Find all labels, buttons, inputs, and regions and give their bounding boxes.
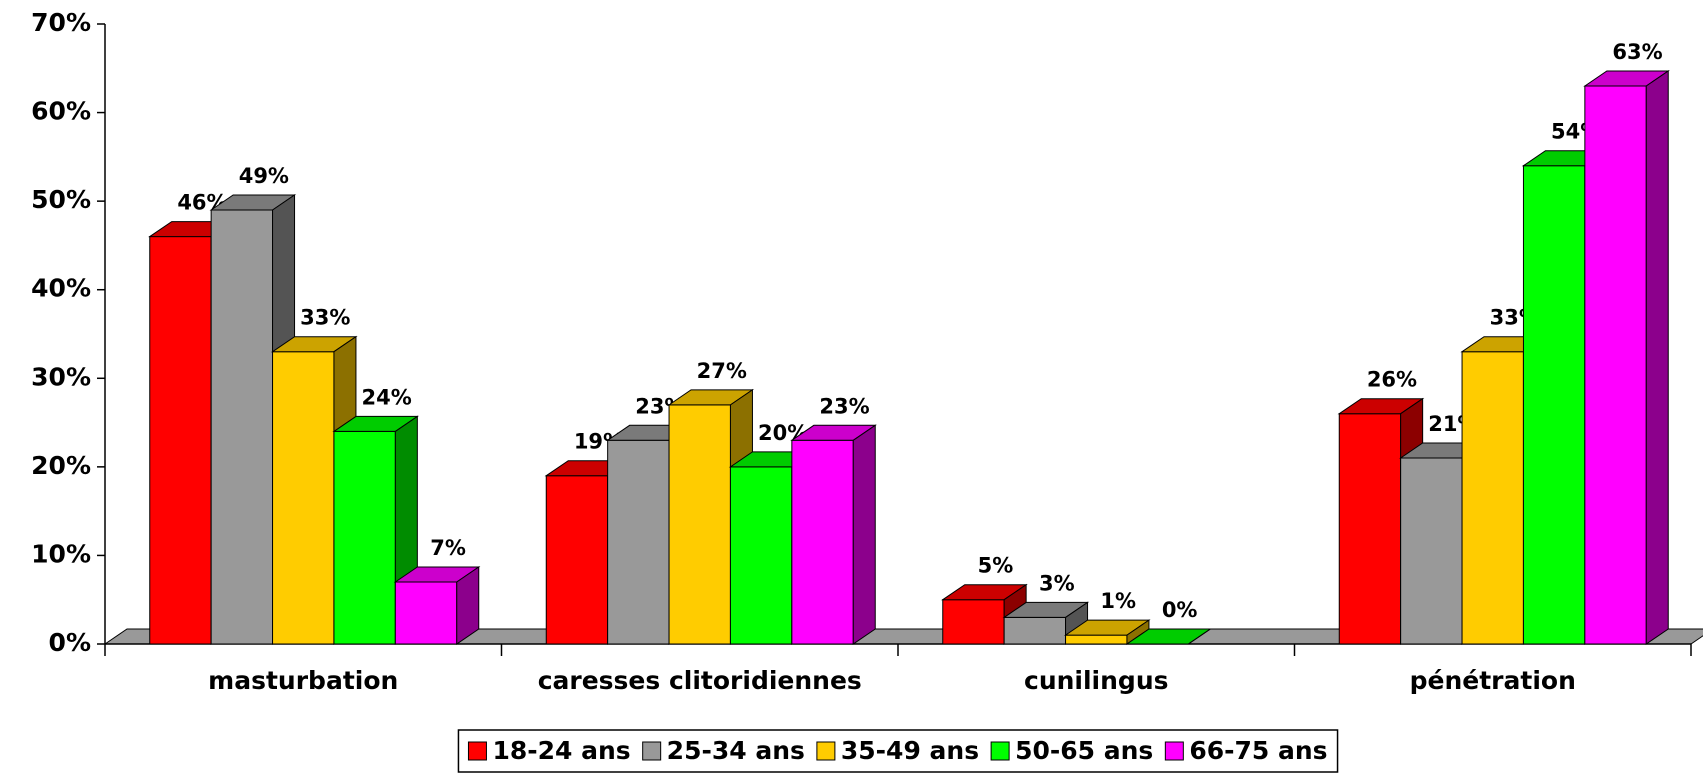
bar-top-shade xyxy=(1004,602,1088,618)
value-label: 5% xyxy=(978,554,1014,578)
bar-top-shade xyxy=(1126,629,1211,644)
y-tick-label: 20% xyxy=(31,451,91,480)
bar xyxy=(149,236,212,645)
bar-top-shade xyxy=(272,336,356,352)
bar-side xyxy=(1188,628,1211,645)
bar xyxy=(942,599,1005,645)
bar-side xyxy=(852,424,876,645)
legend-swatch xyxy=(1164,741,1184,761)
bar-group xyxy=(790,424,877,645)
bar xyxy=(1522,165,1586,645)
bar-side xyxy=(1645,70,1669,645)
bar-top-shade xyxy=(1584,71,1669,86)
x-tick-label: cunilingus xyxy=(1024,666,1169,695)
legend-swatch xyxy=(990,741,1010,761)
bar xyxy=(1584,85,1647,645)
bar-top-shade xyxy=(395,567,479,582)
value-label: 7% xyxy=(430,536,466,560)
bar-top-shade xyxy=(1065,620,1149,636)
legend-label: 25-34 ans xyxy=(667,736,805,765)
bar-group xyxy=(1002,601,1090,645)
bar-side-shade xyxy=(1126,620,1149,644)
bar-side-shade xyxy=(1646,71,1669,644)
value-label: 3% xyxy=(1039,571,1075,595)
bar-top-shade xyxy=(1339,398,1423,414)
x-tick-label: pénétration xyxy=(1410,666,1576,695)
value-label: 0% xyxy=(1162,598,1198,622)
bar xyxy=(545,475,609,645)
value-label: 1% xyxy=(1100,589,1136,613)
x-tick-label: caresses clitoridiennes xyxy=(538,666,862,695)
y-tick-label: 50% xyxy=(31,185,91,214)
bar xyxy=(729,466,793,645)
y-tick-label: 70% xyxy=(31,8,91,37)
x-tick-label: masturbation xyxy=(208,666,398,695)
legend-label: 35-49 ans xyxy=(841,736,979,765)
value-label: 33% xyxy=(300,306,350,330)
bar xyxy=(272,351,335,645)
legend-label: 18-24 ans xyxy=(492,736,630,765)
y-tick-label: 0% xyxy=(49,628,91,657)
bar-side xyxy=(456,566,480,645)
bar xyxy=(210,209,274,645)
bar xyxy=(1338,413,1402,645)
bar-side-shade xyxy=(853,425,876,644)
bar-top-shade xyxy=(791,425,876,441)
value-label: 26% xyxy=(1367,368,1417,392)
y-tick-label: 60% xyxy=(31,97,91,126)
value-label: 23% xyxy=(819,394,869,418)
bar xyxy=(1400,457,1463,645)
legend-label: 66-75 ans xyxy=(1189,736,1327,765)
legend-swatch xyxy=(467,741,487,761)
bar xyxy=(668,404,731,645)
y-tick-label: 10% xyxy=(31,539,91,568)
bar-group xyxy=(1125,628,1212,645)
value-label: 27% xyxy=(697,359,747,383)
value-label: 63% xyxy=(1612,40,1662,64)
bar-group xyxy=(1063,619,1151,645)
value-label: 49% xyxy=(239,164,289,188)
bar xyxy=(333,430,396,645)
bar-top-shade xyxy=(333,416,418,432)
y-tick-label: 30% xyxy=(31,362,91,391)
bar-group xyxy=(393,566,481,645)
legend-label: 50-65 ans xyxy=(1015,736,1153,765)
value-label: 24% xyxy=(362,385,412,409)
bar xyxy=(1065,634,1128,645)
bar-side-shade xyxy=(456,567,479,644)
bar-group xyxy=(1583,70,1670,645)
legend-swatch xyxy=(816,741,836,761)
bar-top-shade xyxy=(211,195,295,210)
legend-box xyxy=(457,729,1339,773)
legend-swatch xyxy=(642,741,662,761)
y-tick-label: 40% xyxy=(31,274,91,303)
bar-top-shade xyxy=(942,584,1027,600)
bar xyxy=(1461,351,1524,645)
bar xyxy=(791,439,854,645)
bar xyxy=(1003,616,1067,645)
bar xyxy=(394,581,458,645)
bar xyxy=(607,439,670,645)
legend: 18-24 ans 25-34 ans 35-49 ans 50-65 ans 66-7… xyxy=(457,729,1339,773)
bar-top-shade xyxy=(669,389,753,405)
